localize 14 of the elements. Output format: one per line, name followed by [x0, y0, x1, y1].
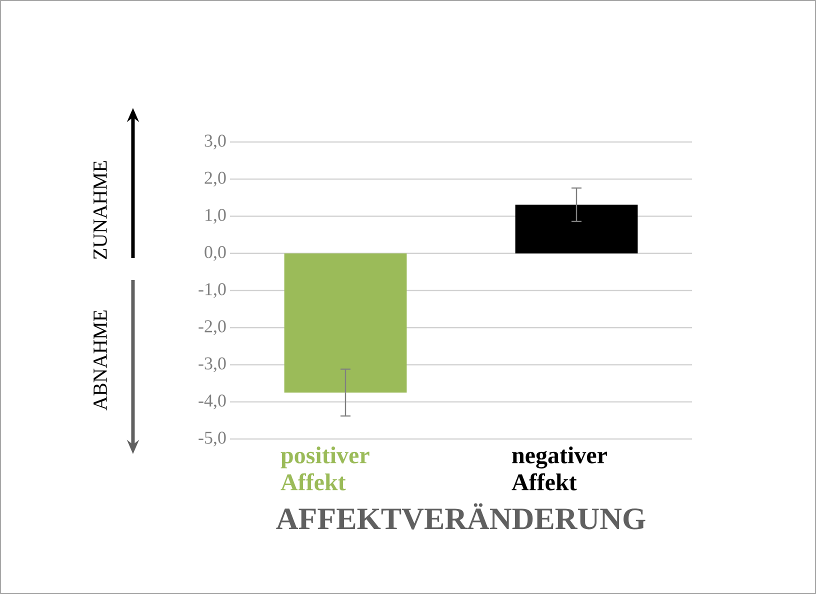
y-tick-label: -5,0	[198, 432, 226, 446]
y-tick-label: -4,0	[198, 394, 226, 410]
x-tick-label: negativer Affekt	[512, 446, 607, 490]
x-axis-title: AFFEKTVERÄNDERUNG	[276, 503, 646, 530]
y-tick-label: -3,0	[198, 357, 226, 372]
y-tick-label: -1,0	[198, 283, 226, 298]
text: ABNAHME	[94, 310, 107, 410]
y-tick-label: -2,0	[198, 320, 226, 335]
y-tick-label: 0,0	[204, 246, 226, 261]
y-tick-label: 1,0	[206, 208, 226, 224]
y-tick-label: 3,0	[204, 134, 226, 150]
x-tick-label: positiver Affekt	[280, 446, 370, 490]
y-tick-label: 2,0	[204, 172, 226, 186]
text: ZUNAHME	[93, 161, 107, 260]
